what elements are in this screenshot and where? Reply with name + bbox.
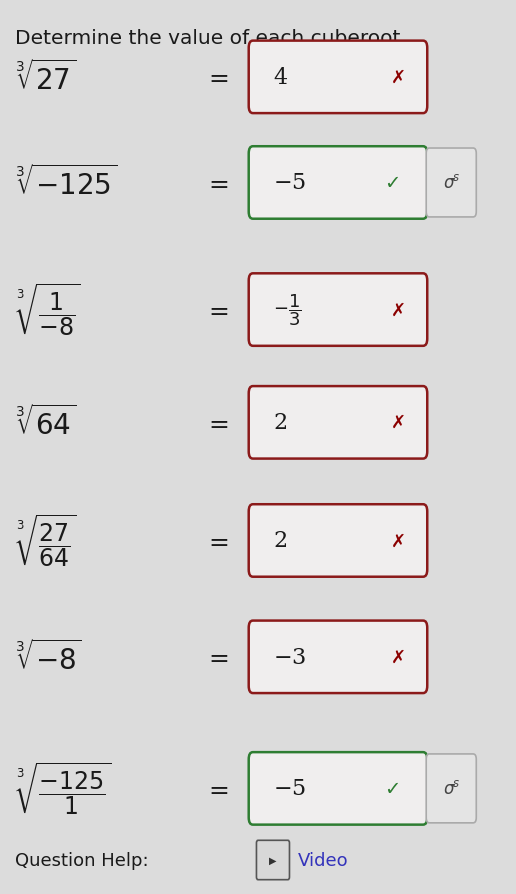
FancyBboxPatch shape	[249, 274, 427, 346]
Text: ✓: ✓	[384, 173, 400, 193]
FancyBboxPatch shape	[249, 753, 427, 824]
FancyBboxPatch shape	[249, 386, 427, 460]
Text: ✗: ✗	[391, 301, 406, 319]
Text: 4: 4	[273, 67, 287, 89]
Text: ✗: ✗	[391, 648, 406, 666]
Text: ✓: ✓	[384, 779, 400, 798]
Text: $\sqrt[3]{-8}$: $\sqrt[3]{-8}$	[15, 639, 82, 675]
Text: $=$: $=$	[204, 529, 229, 552]
FancyBboxPatch shape	[249, 41, 427, 114]
Text: $-$5: $-$5	[273, 173, 307, 194]
FancyBboxPatch shape	[249, 620, 427, 694]
Text: Video: Video	[298, 851, 349, 869]
Text: $=$: $=$	[204, 66, 229, 89]
Text: $=$: $=$	[204, 645, 229, 669]
Text: $=$: $=$	[204, 299, 229, 322]
Text: $\sqrt[3]{\dfrac{-125}{1}}$: $\sqrt[3]{\dfrac{-125}{1}}$	[15, 760, 111, 817]
FancyBboxPatch shape	[249, 147, 427, 220]
FancyBboxPatch shape	[256, 840, 289, 880]
Text: ✗: ✗	[391, 69, 406, 87]
Text: $\sigma^{\!\mathit{s}}$: $\sigma^{\!\mathit{s}}$	[443, 174, 460, 192]
Text: ✗: ✗	[391, 532, 406, 550]
FancyBboxPatch shape	[249, 504, 427, 578]
Text: ✗: ✗	[391, 414, 406, 432]
Text: Determine the value of each cuberoot: Determine the value of each cuberoot	[15, 29, 401, 47]
Text: Question Help:: Question Help:	[15, 851, 149, 869]
Text: $-$5: $-$5	[273, 778, 307, 799]
FancyBboxPatch shape	[426, 148, 476, 217]
Text: $\sqrt[3]{-125}$: $\sqrt[3]{-125}$	[15, 165, 118, 201]
Text: $\sqrt[3]{27}$: $\sqrt[3]{27}$	[15, 60, 76, 96]
Text: $=$: $=$	[204, 172, 229, 195]
Text: $\sqrt[3]{\dfrac{1}{-8}}$: $\sqrt[3]{\dfrac{1}{-8}}$	[15, 282, 82, 339]
Text: $-\dfrac{1}{3}$: $-\dfrac{1}{3}$	[273, 292, 302, 328]
Text: $-$3: $-$3	[273, 646, 307, 668]
Text: ▶: ▶	[269, 855, 277, 865]
Text: $=$: $=$	[204, 411, 229, 434]
Text: $\sqrt[3]{64}$: $\sqrt[3]{64}$	[15, 405, 76, 441]
FancyBboxPatch shape	[426, 755, 476, 822]
Text: $=$: $=$	[204, 777, 229, 800]
Text: $\sqrt[3]{\dfrac{27}{64}}$: $\sqrt[3]{\dfrac{27}{64}}$	[15, 512, 77, 569]
Text: $\sigma^{\!\mathit{s}}$: $\sigma^{\!\mathit{s}}$	[443, 780, 460, 797]
Text: 2: 2	[273, 530, 287, 552]
Text: 2: 2	[273, 412, 287, 434]
